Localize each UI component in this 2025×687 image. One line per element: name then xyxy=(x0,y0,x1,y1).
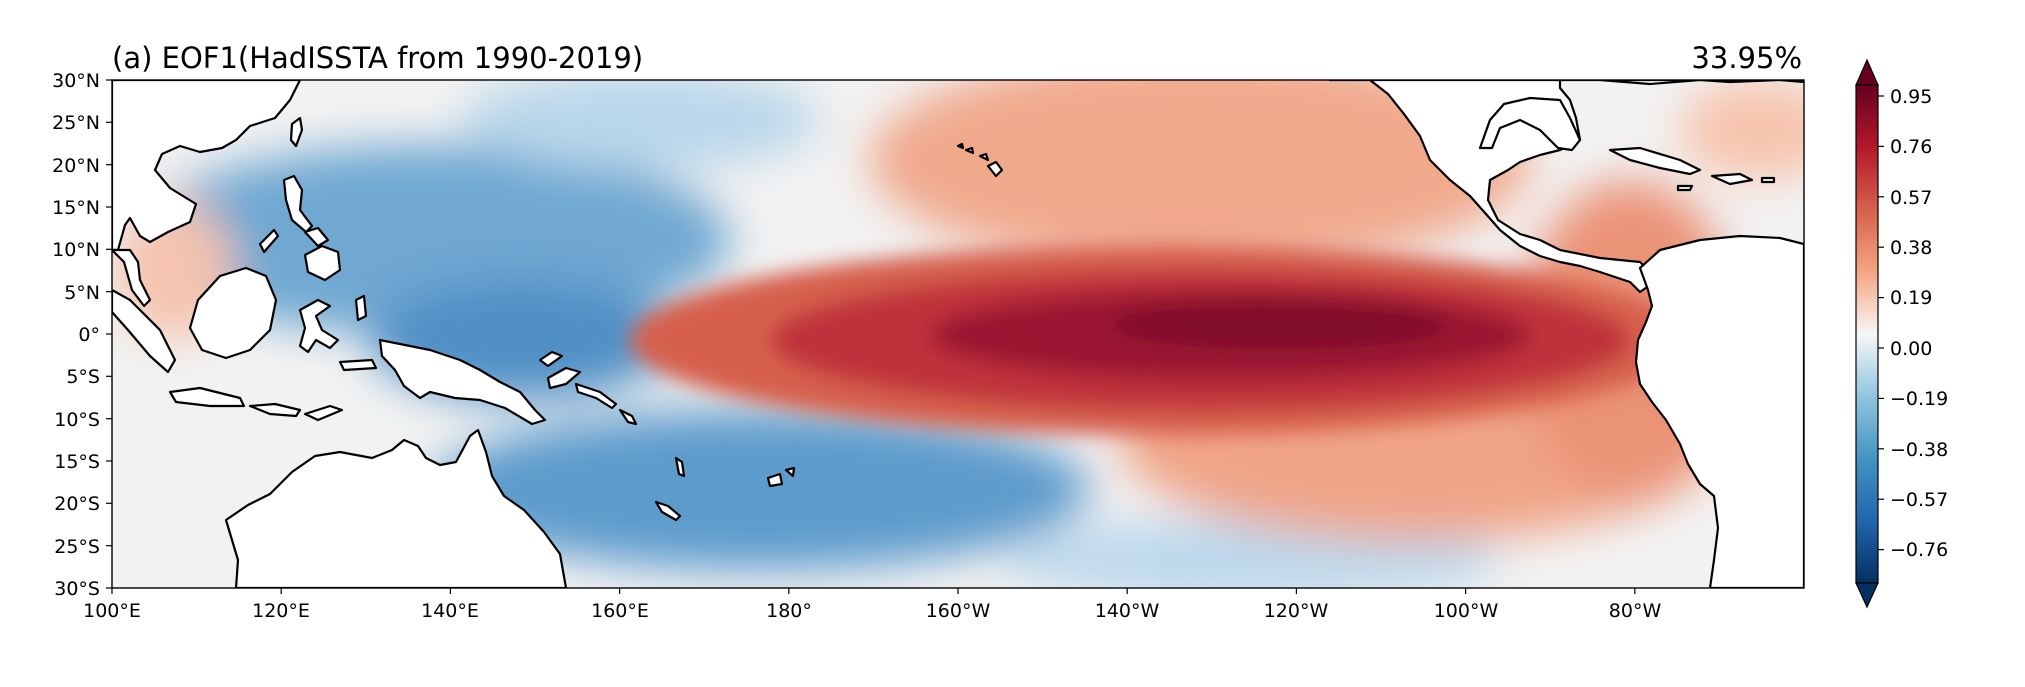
australia xyxy=(224,428,568,588)
colorbar-tick-label: 0.19 xyxy=(1890,287,1932,309)
map-panel xyxy=(112,80,1804,588)
colorbar-tick-label: −0.19 xyxy=(1890,388,1948,410)
lat-tick-label: 5°S xyxy=(66,366,100,388)
lon-axis: 100°E 120°E 140°E 160°E 180° 160°W 140°W… xyxy=(83,588,1661,622)
lat-tick-label: 30°N xyxy=(52,70,100,92)
gulf-coast xyxy=(1478,96,1582,152)
solomon-islands xyxy=(574,382,618,410)
colorbar-body xyxy=(1855,84,1879,584)
hawaii-maui xyxy=(978,152,990,162)
land xyxy=(112,80,1804,588)
lat-tick-label: 0° xyxy=(78,324,100,346)
lon-tick-label: 140°W xyxy=(1095,600,1160,622)
lat-axis: 30°N 25°N 20°N 15°N 10°N 5°N 0° 5°S 10°S… xyxy=(52,70,112,600)
colorbar: 0.95 0.76 0.57 0.38 0.19 0.00 −0.19 −0.3… xyxy=(1855,58,1948,609)
lon-tick-label: 120°E xyxy=(252,600,310,622)
lat-tick-label: 5°N xyxy=(64,282,100,304)
caribbean-warm xyxy=(1680,80,1804,180)
lon-tick-label: 120°W xyxy=(1264,600,1329,622)
lat-tick-label: 15°N xyxy=(52,197,100,219)
lon-tick-label: 160°E xyxy=(591,600,649,622)
colorbar-tick-label: 0.95 xyxy=(1890,86,1932,108)
lat-tick-label: 10°N xyxy=(52,239,100,261)
lat-tick-label: 25°N xyxy=(52,112,100,134)
palawan xyxy=(258,228,280,254)
hawaii-oahu xyxy=(964,146,975,155)
hawaii-big-island xyxy=(986,160,1004,178)
north-east-warm-lobe xyxy=(870,80,1530,270)
solomon-islands-2 xyxy=(618,408,638,426)
lat-tick-label: 30°S xyxy=(54,578,100,600)
colorbar-tick-label: 0.38 xyxy=(1890,237,1932,259)
lat-tick-label: 25°S xyxy=(54,536,100,558)
fiji xyxy=(766,472,784,488)
lon-tick-label: 100°E xyxy=(83,600,141,622)
jamaica xyxy=(1676,184,1694,192)
lat-tick-label: 20°N xyxy=(52,155,100,177)
taiwan xyxy=(289,116,304,148)
new-ireland xyxy=(538,350,564,368)
colorbar-tick-label: −0.38 xyxy=(1890,439,1948,461)
mindanao xyxy=(303,244,342,282)
lesser-sunda xyxy=(248,402,302,418)
colorbar-extend-bottom xyxy=(1855,582,1879,609)
colorbar-tick-label: −0.57 xyxy=(1890,489,1948,511)
java xyxy=(168,386,246,408)
colorbar-tick-label: 0.76 xyxy=(1890,136,1932,158)
visayas xyxy=(303,226,330,248)
map-title: (a) EOF1(HadISSTA from 1990-2019) xyxy=(112,41,643,75)
west-pacific-south-blue xyxy=(430,410,1090,570)
new-caledonia xyxy=(654,500,682,522)
lon-tick-label: 180° xyxy=(766,600,812,622)
sulawesi xyxy=(298,298,340,354)
lat-tick-label: 20°S xyxy=(54,493,100,515)
vanuatu xyxy=(674,456,686,478)
luzon xyxy=(282,174,314,234)
north-subtropic-blue xyxy=(460,80,820,170)
seram xyxy=(338,358,378,372)
lon-tick-label: 140°E xyxy=(421,600,479,622)
lon-tick-label: 80°W xyxy=(1609,600,1662,622)
puerto-rico xyxy=(1760,176,1776,184)
colorbar-tick-label: 0.57 xyxy=(1890,187,1932,209)
lon-tick-label: 100°W xyxy=(1434,600,1499,622)
borneo xyxy=(188,266,278,360)
new-guinea xyxy=(378,338,547,426)
enso-tongue xyxy=(630,245,1690,435)
lon-tick-label: 160°W xyxy=(926,600,991,622)
south-america xyxy=(1634,234,1804,588)
lat-tick-label: 15°S xyxy=(54,451,100,473)
tongue-peak xyxy=(1110,301,1450,349)
colorbar-extend-top xyxy=(1855,58,1879,86)
hispaniola xyxy=(1710,172,1754,186)
colorbar-tick-label: −0.76 xyxy=(1890,539,1948,561)
fiji-2 xyxy=(784,466,796,478)
sumatra xyxy=(112,288,177,374)
lat-tick-label: 10°S xyxy=(54,409,100,431)
hawaii-kauai xyxy=(956,142,965,150)
malay-peninsula xyxy=(112,248,152,308)
colorbar-tick-label: 0.00 xyxy=(1890,338,1932,360)
variance-label: 33.95% xyxy=(1691,41,1802,75)
cuba xyxy=(1608,146,1702,176)
halmahera xyxy=(354,294,368,322)
new-britain xyxy=(546,366,582,390)
north-america xyxy=(1328,80,1804,294)
timor xyxy=(303,404,344,422)
asia-mainland xyxy=(112,80,302,252)
